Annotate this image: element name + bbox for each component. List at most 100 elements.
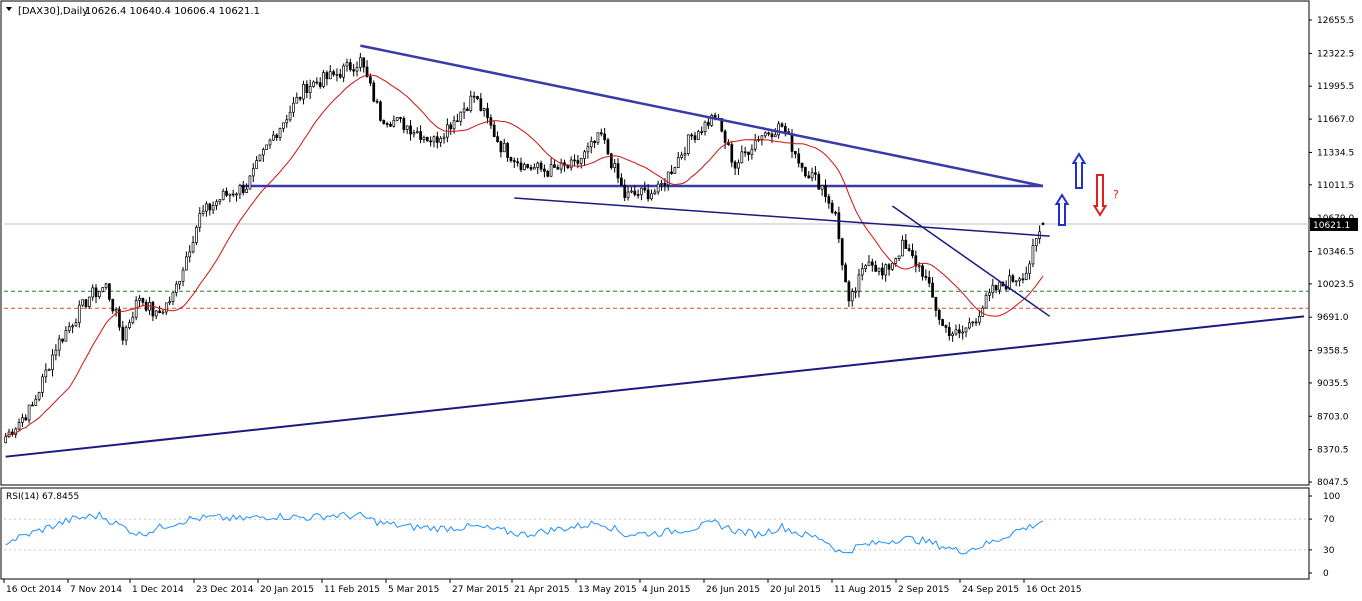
- candle-body: [730, 144, 734, 163]
- candle-body: [670, 171, 673, 174]
- candle: [108, 283, 111, 302]
- candle: [780, 122, 784, 128]
- trendline-support: [5, 315, 1305, 458]
- candle: [322, 69, 325, 89]
- candle: [456, 113, 459, 123]
- candle-body: [844, 264, 847, 283]
- candle-body: [673, 167, 677, 174]
- candle: [191, 235, 195, 254]
- candle-body: [77, 304, 81, 323]
- candle-body: [686, 134, 690, 154]
- candle-body: [315, 81, 319, 84]
- candle-body: [255, 160, 258, 169]
- candle-body: [971, 321, 975, 324]
- candle: [241, 180, 245, 196]
- candle: [238, 183, 242, 200]
- candle: [325, 70, 329, 86]
- candle: [318, 77, 322, 89]
- candle: [168, 296, 171, 306]
- candle: [737, 159, 740, 175]
- candle-body: [158, 310, 161, 314]
- candle: [964, 327, 968, 338]
- candle: [904, 234, 908, 249]
- candle-body: [238, 185, 242, 195]
- candle-body: [251, 168, 255, 177]
- candle: [435, 131, 439, 149]
- candle-body: [901, 239, 904, 257]
- candle-body: [573, 159, 576, 162]
- candle-body: [258, 154, 262, 161]
- candle: [673, 166, 677, 174]
- y-tick-label: 9691.0: [1317, 313, 1349, 323]
- candle: [54, 344, 58, 361]
- y-tick-label: 11011.5: [1317, 181, 1354, 191]
- candle: [422, 135, 426, 143]
- candle-body: [114, 309, 118, 312]
- candle: [911, 243, 914, 259]
- candle: [272, 130, 275, 141]
- candle: [1021, 273, 1025, 284]
- x-tick-label: 16 Oct 2015: [1026, 585, 1082, 595]
- candle-body: [395, 117, 399, 121]
- x-tick-label: 1 Dec 2014: [132, 585, 184, 595]
- candle: [429, 136, 432, 147]
- candle: [951, 331, 954, 342]
- candle-body: [840, 238, 844, 266]
- candle: [543, 164, 546, 178]
- candle: [308, 79, 312, 99]
- rsi-axis: 100 70 30 0: [4, 492, 1340, 579]
- candle: [814, 166, 817, 181]
- candle-body: [178, 280, 182, 285]
- candle-body: [362, 57, 366, 68]
- candle: [4, 432, 8, 444]
- candle: [533, 163, 536, 170]
- candle: [292, 96, 295, 117]
- candle: [466, 107, 469, 112]
- candle: [626, 186, 630, 201]
- candle: [877, 267, 881, 276]
- rsi-tick-label: 70: [1323, 515, 1335, 525]
- candle-body: [676, 157, 680, 168]
- candle-body: [118, 309, 121, 328]
- candle-body: [820, 185, 824, 190]
- candle: [901, 235, 904, 257]
- price-panel-frame: [0, 0, 1310, 486]
- candle: [51, 349, 54, 377]
- candle: [77, 300, 81, 328]
- candle-body: [707, 121, 710, 126]
- candle: [887, 263, 891, 276]
- arrow-down-icon: [1092, 174, 1108, 217]
- candle-body: [954, 329, 958, 335]
- candle: [178, 280, 182, 290]
- y-tick-label: 9358.5: [1317, 347, 1349, 357]
- candle: [827, 193, 831, 209]
- candle-body: [830, 202, 834, 213]
- candle-body: [492, 124, 496, 137]
- symbol-label: [DAX30],Daily: [18, 6, 88, 17]
- candle-body: [419, 131, 422, 140]
- candle-body: [17, 422, 21, 430]
- candle: [502, 138, 506, 153]
- candle-body: [154, 310, 158, 317]
- candle: [185, 251, 188, 271]
- candle: [703, 120, 707, 136]
- x-tick-label: 13 May 2015: [578, 585, 637, 595]
- candle: [295, 92, 299, 104]
- candle: [998, 281, 1001, 295]
- candle-body: [894, 258, 898, 264]
- candle: [512, 157, 516, 169]
- candle-body: [405, 125, 409, 130]
- candle-body: [1018, 278, 1021, 282]
- candle: [348, 58, 352, 72]
- candle: [312, 80, 315, 88]
- candle: [205, 201, 208, 217]
- candle: [526, 163, 530, 169]
- candle-body: [64, 330, 68, 342]
- chevron-down-icon[interactable]: [6, 7, 12, 11]
- candle: [968, 317, 971, 330]
- candle-body: [723, 130, 727, 143]
- candle-body: [509, 157, 513, 161]
- candle: [506, 141, 509, 162]
